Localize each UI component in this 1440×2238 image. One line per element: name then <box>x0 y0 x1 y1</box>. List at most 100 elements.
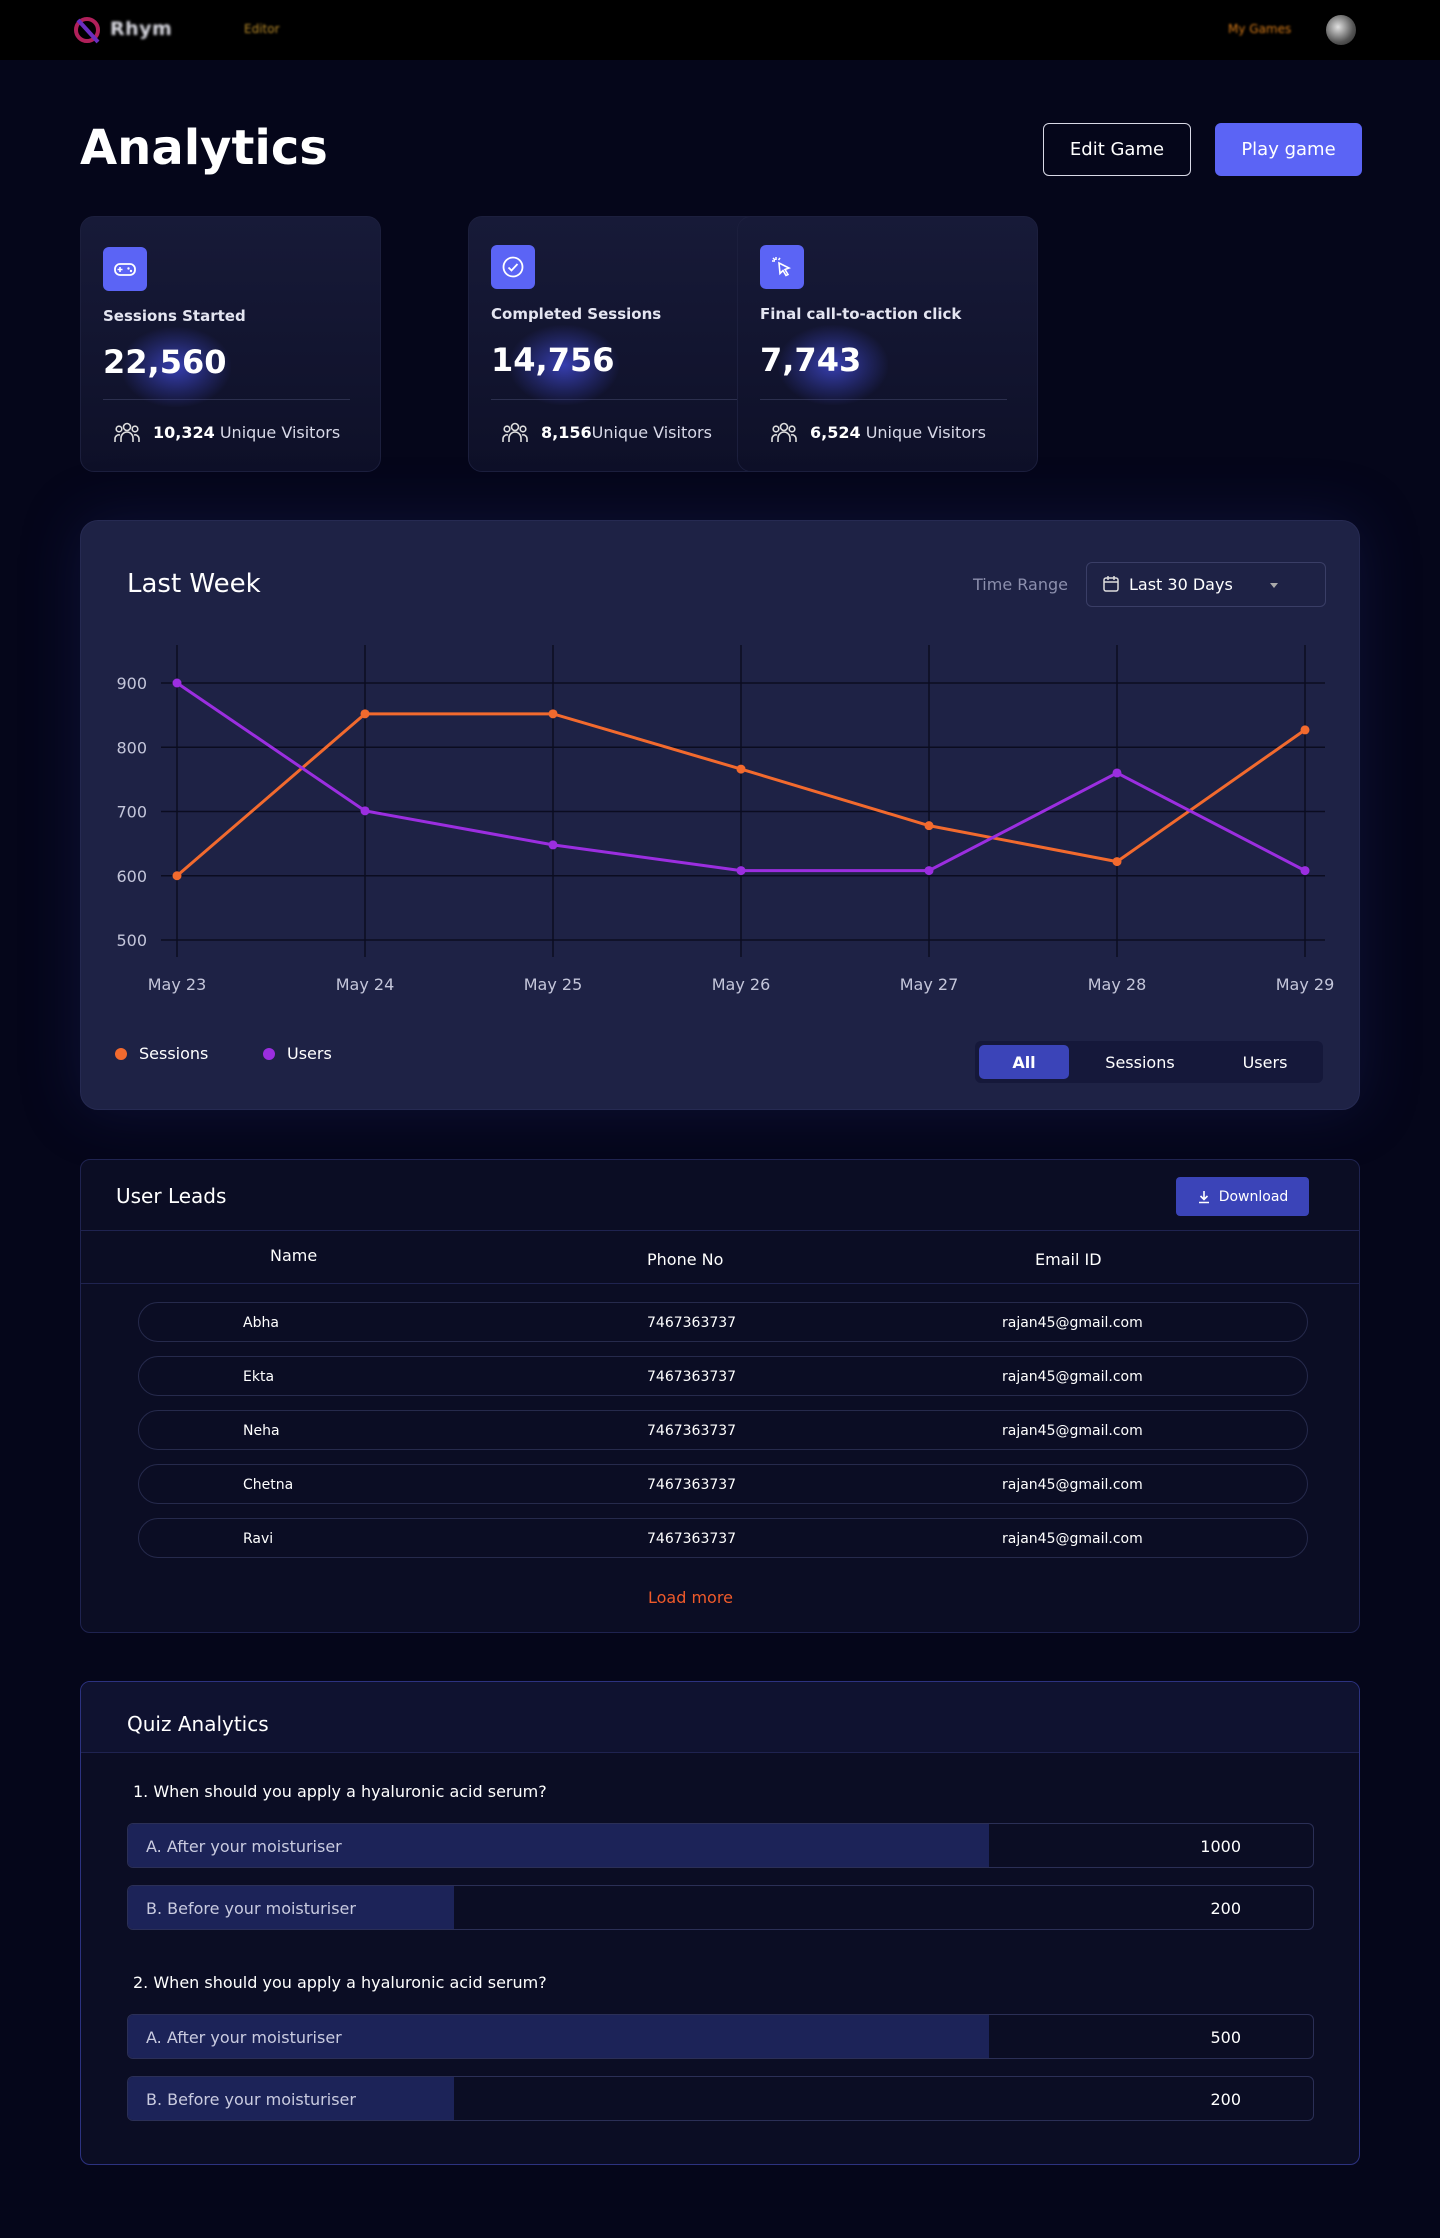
logo-icon[interactable] <box>72 14 104 46</box>
quiz-option-bar <box>128 2077 454 2120</box>
cell-name: Abha <box>243 1315 279 1331</box>
nav-link-my-games[interactable]: My Games <box>1228 22 1292 36</box>
data-point-users <box>360 806 370 816</box>
cell-phone: 7467363737 <box>647 1477 737 1493</box>
x-tick-label: May 27 <box>900 975 959 994</box>
table-row[interactable]: Ravi 7467363737 rajan45@gmail.com <box>138 1518 1308 1558</box>
filter-sessions[interactable]: Sessions <box>1105 1052 1175 1072</box>
data-point-sessions <box>924 821 934 831</box>
download-icon <box>1198 1190 1209 1203</box>
data-point-users <box>924 866 934 876</box>
legend-label: Sessions <box>139 1044 209 1063</box>
quiz-option-bar <box>128 1886 454 1929</box>
quiz-option-label: A. After your moisturiser <box>146 1837 342 1856</box>
download-label: Download <box>1218 1188 1289 1205</box>
time-range-dropdown[interactable]: Last 30 Days <box>1086 562 1326 607</box>
data-point-users <box>1300 866 1310 876</box>
legend-sessions: Sessions <box>115 1044 208 1063</box>
cell-email: rajan45@gmail.com <box>1002 1477 1143 1493</box>
filter-all[interactable]: All <box>979 1045 1069 1079</box>
table-row[interactable]: Abha 7467363737 rajan45@gmail.com <box>138 1302 1308 1342</box>
quiz-option[interactable]: A. After your moisturiser 1000 <box>127 1823 1314 1868</box>
quiz-question: 2. When should you apply a hyaluronic ac… <box>133 1973 547 1992</box>
y-tick-label: 700 <box>116 803 147 822</box>
data-point-users <box>736 866 746 876</box>
unique-visitors-count: 8,156 <box>541 422 592 442</box>
quiz-option-bar <box>128 2015 989 2058</box>
cell-phone: 7467363737 <box>647 1315 737 1331</box>
gamepad-icon <box>103 247 147 291</box>
cell-email: rajan45@gmail.com <box>1002 1531 1143 1547</box>
x-tick-label: May 29 <box>1276 975 1335 994</box>
y-tick-label: 900 <box>116 674 147 693</box>
stat-value: 14,756 <box>491 341 615 379</box>
x-tick-label: May 23 <box>148 975 207 994</box>
cell-phone: 7467363737 <box>647 1369 737 1385</box>
stat-value: 7,743 <box>760 341 862 379</box>
time-range-value: Last 30 Days <box>1129 575 1233 594</box>
quiz-option[interactable]: B. Before your moisturiser 200 <box>127 1885 1314 1930</box>
cell-email: rajan45@gmail.com <box>1002 1315 1143 1331</box>
series-filter: All Sessions Users <box>975 1041 1323 1083</box>
quiz-title: Quiz Analytics <box>127 1712 269 1736</box>
unique-visitors: 8,156Unique Visitors <box>501 420 712 444</box>
quiz-option-count: 200 <box>1210 1899 1241 1918</box>
table-row[interactable]: Neha 7467363737 rajan45@gmail.com <box>138 1410 1308 1450</box>
column-header-phone: Phone No <box>647 1250 724 1269</box>
x-tick-label: May 26 <box>712 975 771 994</box>
y-tick-label: 600 <box>116 867 147 886</box>
load-more-link[interactable]: Load more <box>648 1588 733 1607</box>
line-chart: 500 600 700 800 900 May 23 May 24 May 25 May 26 M… <box>116 645 1335 994</box>
quiz-option[interactable]: A. After your moisturiser 500 <box>127 2014 1314 2059</box>
table-row[interactable]: Ekta 7467363737 rajan45@gmail.com <box>138 1356 1308 1396</box>
user-leads-card: User Leads Download Name Phone No Email … <box>80 1159 1360 1633</box>
play-game-button[interactable]: Play game <box>1215 123 1362 176</box>
users-group-icon <box>502 422 528 442</box>
nav-link-editor[interactable]: Editor <box>244 22 280 36</box>
quiz-option-label: B. Before your moisturiser <box>146 1899 356 1918</box>
edit-game-button[interactable]: Edit Game <box>1043 123 1191 176</box>
table-row[interactable]: Chetna 7467363737 rajan45@gmail.com <box>138 1464 1308 1504</box>
data-point-sessions <box>360 709 370 719</box>
x-tick-label: May 28 <box>1088 975 1147 994</box>
y-tick-label: 500 <box>116 931 147 950</box>
cell-name: Neha <box>243 1423 280 1439</box>
quiz-option[interactable]: B. Before your moisturiser 200 <box>127 2076 1314 2121</box>
quiz-option-count: 200 <box>1210 2090 1241 2109</box>
brand-name[interactable]: Rhym <box>110 18 173 40</box>
quiz-option-count: 1000 <box>1200 1837 1241 1856</box>
filter-users[interactable]: Users <box>1242 1052 1288 1072</box>
unique-visitors: 6,524 Unique Visitors <box>770 420 986 444</box>
stat-label: Final call-to-action click <box>760 305 962 323</box>
quiz-analytics-card: Quiz Analytics 1. When should you apply … <box>80 1681 1360 2165</box>
stat-card-sessions-started: Sessions Started 22,560 10,324 Unique Vi… <box>80 216 381 472</box>
download-button[interactable]: Download <box>1176 1177 1309 1216</box>
stat-label: Sessions Started <box>103 307 246 325</box>
data-point-users <box>172 678 182 688</box>
quiz-option-label: A. After your moisturiser <box>146 2028 342 2047</box>
quiz-question: 1. When should you apply a hyaluronic ac… <box>133 1782 547 1801</box>
cell-name: Ravi <box>243 1531 274 1547</box>
stat-card-completed-sessions: Completed Sessions 14,756 8,156Unique Vi… <box>468 216 769 472</box>
column-header-email: Email ID <box>1035 1250 1102 1269</box>
chart-title: Last Week <box>127 569 261 599</box>
unique-visitors-count: 10,324 <box>153 422 215 442</box>
avatar[interactable] <box>1326 15 1356 45</box>
cell-email: rajan45@gmail.com <box>1002 1369 1143 1385</box>
cell-name: Ekta <box>243 1369 275 1385</box>
unique-visitors-count: 6,524 <box>810 422 861 442</box>
unique-visitors-label: Unique Visitors <box>591 422 712 442</box>
chart-card: Last Week Time Range Last 30 Days 500 600… <box>80 520 1360 1110</box>
stat-value: 22,560 <box>103 343 227 381</box>
unique-visitors: 10,324 Unique Visitors <box>113 420 340 444</box>
page-title: Analytics <box>80 120 328 176</box>
stat-label: Completed Sessions <box>491 305 662 323</box>
cell-phone: 7467363737 <box>647 1531 737 1547</box>
legend-dot <box>263 1047 275 1060</box>
data-point-sessions <box>1300 725 1310 735</box>
data-point-users <box>548 840 558 850</box>
users-group-icon <box>771 422 797 442</box>
users-group-icon <box>114 422 140 442</box>
quiz-option-bar <box>128 1824 989 1867</box>
unique-visitors-label: Unique Visitors <box>860 422 987 442</box>
